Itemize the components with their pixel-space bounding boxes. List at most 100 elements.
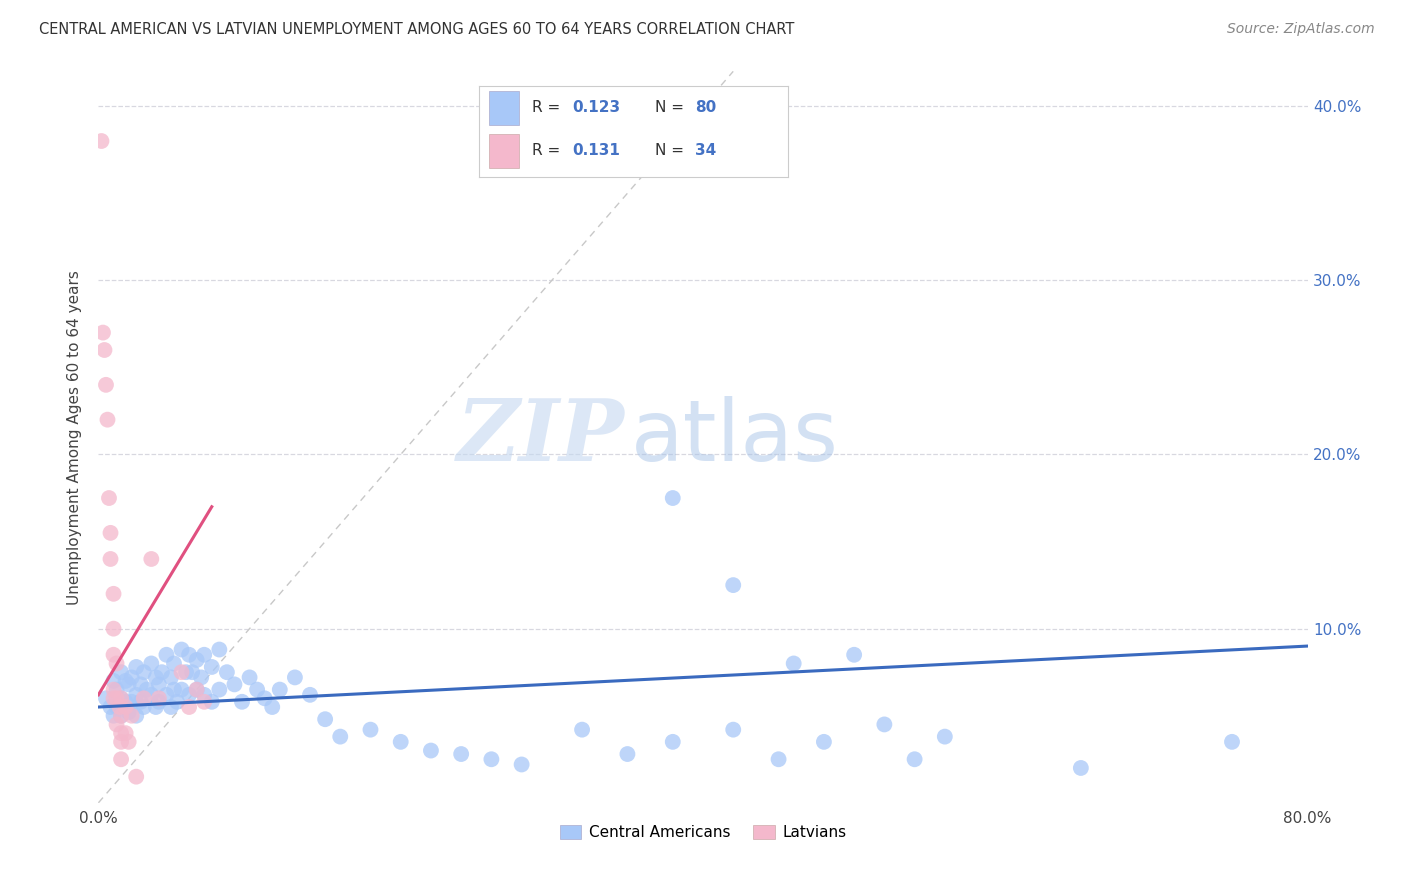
Point (269, 682, 291, 697)
Point (141, 657, 163, 671)
Point (571, 723, 593, 737)
Point (125, 708, 148, 723)
Point (114, 700, 136, 714)
Point (105, 691, 128, 706)
Point (389, 735, 412, 749)
Point (135, 682, 157, 697)
Point (110, 708, 132, 723)
Point (129, 677, 152, 691)
Point (103, 648, 125, 662)
Point (224, 677, 246, 691)
Point (110, 726, 132, 740)
Point (94, 691, 117, 706)
Point (141, 688, 163, 702)
Point (215, 665, 238, 680)
Point (1220, 735, 1243, 749)
Point (231, 695, 253, 709)
Point (768, 752, 790, 766)
Point (103, 708, 125, 723)
Point (121, 708, 143, 723)
Point (103, 691, 125, 706)
Point (873, 717, 896, 731)
Point (186, 653, 208, 667)
Point (103, 622, 125, 636)
Point (148, 691, 170, 706)
Point (160, 700, 183, 714)
Point (103, 587, 125, 601)
Point (239, 670, 262, 684)
Point (118, 735, 141, 749)
Point (105, 682, 128, 697)
Point (481, 752, 503, 766)
Point (262, 700, 284, 714)
Point (813, 735, 835, 749)
Point (110, 691, 132, 706)
Point (114, 695, 136, 709)
Point (148, 695, 170, 709)
Point (125, 770, 148, 784)
Point (132, 665, 155, 680)
Point (193, 688, 215, 702)
Point (201, 660, 224, 674)
Point (125, 660, 148, 674)
Point (314, 712, 336, 726)
Point (723, 723, 745, 737)
Point (193, 695, 215, 709)
Point (1070, 761, 1092, 775)
Point (114, 673, 136, 688)
Text: CENTRAL AMERICAN VS LATVIAN UNEMPLOYMENT AMONG AGES 60 TO 64 YEARS CORRELATION C: CENTRAL AMERICAN VS LATVIAN UNEMPLOYMENT… (39, 22, 794, 37)
Y-axis label: Unemployment Among Ages 60 to 64 years: Unemployment Among Ages 60 to 64 years (67, 269, 83, 605)
Point (179, 688, 201, 702)
Point (93, 343, 115, 357)
Point (141, 552, 163, 566)
Point (170, 665, 193, 680)
Point (105, 657, 128, 671)
Point (253, 691, 276, 706)
Point (155, 688, 177, 702)
Point (125, 688, 148, 702)
Point (246, 682, 269, 697)
Point (284, 670, 307, 684)
Point (360, 723, 382, 737)
Point (904, 752, 927, 766)
Point (118, 677, 141, 691)
Point (155, 648, 177, 662)
Point (208, 642, 231, 657)
Point (114, 726, 136, 740)
Point (186, 682, 208, 697)
Point (181, 665, 204, 680)
Point (174, 665, 197, 680)
Point (100, 700, 122, 714)
Point (783, 657, 806, 671)
Point (934, 730, 956, 744)
Point (661, 491, 683, 505)
Point (723, 578, 745, 592)
Point (100, 525, 122, 540)
Point (145, 700, 167, 714)
Point (90, 134, 112, 148)
Point (163, 657, 186, 671)
Point (163, 682, 186, 697)
Point (129, 695, 152, 709)
Point (98, 491, 121, 505)
Point (190, 670, 212, 684)
Point (94, 377, 117, 392)
Point (166, 695, 188, 709)
Point (170, 642, 193, 657)
Point (110, 665, 132, 680)
Legend: Central Americans, Latvians: Central Americans, Latvians (554, 819, 852, 847)
Point (844, 648, 866, 662)
Text: atlas: atlas (630, 395, 838, 479)
Point (160, 670, 183, 684)
Point (132, 700, 155, 714)
Point (110, 691, 132, 706)
Point (103, 673, 125, 688)
Point (299, 688, 322, 702)
Point (121, 695, 143, 709)
Point (616, 747, 638, 761)
Point (170, 682, 193, 697)
Point (100, 552, 122, 566)
Point (148, 677, 170, 691)
Point (91, 326, 114, 340)
Point (96, 412, 118, 426)
